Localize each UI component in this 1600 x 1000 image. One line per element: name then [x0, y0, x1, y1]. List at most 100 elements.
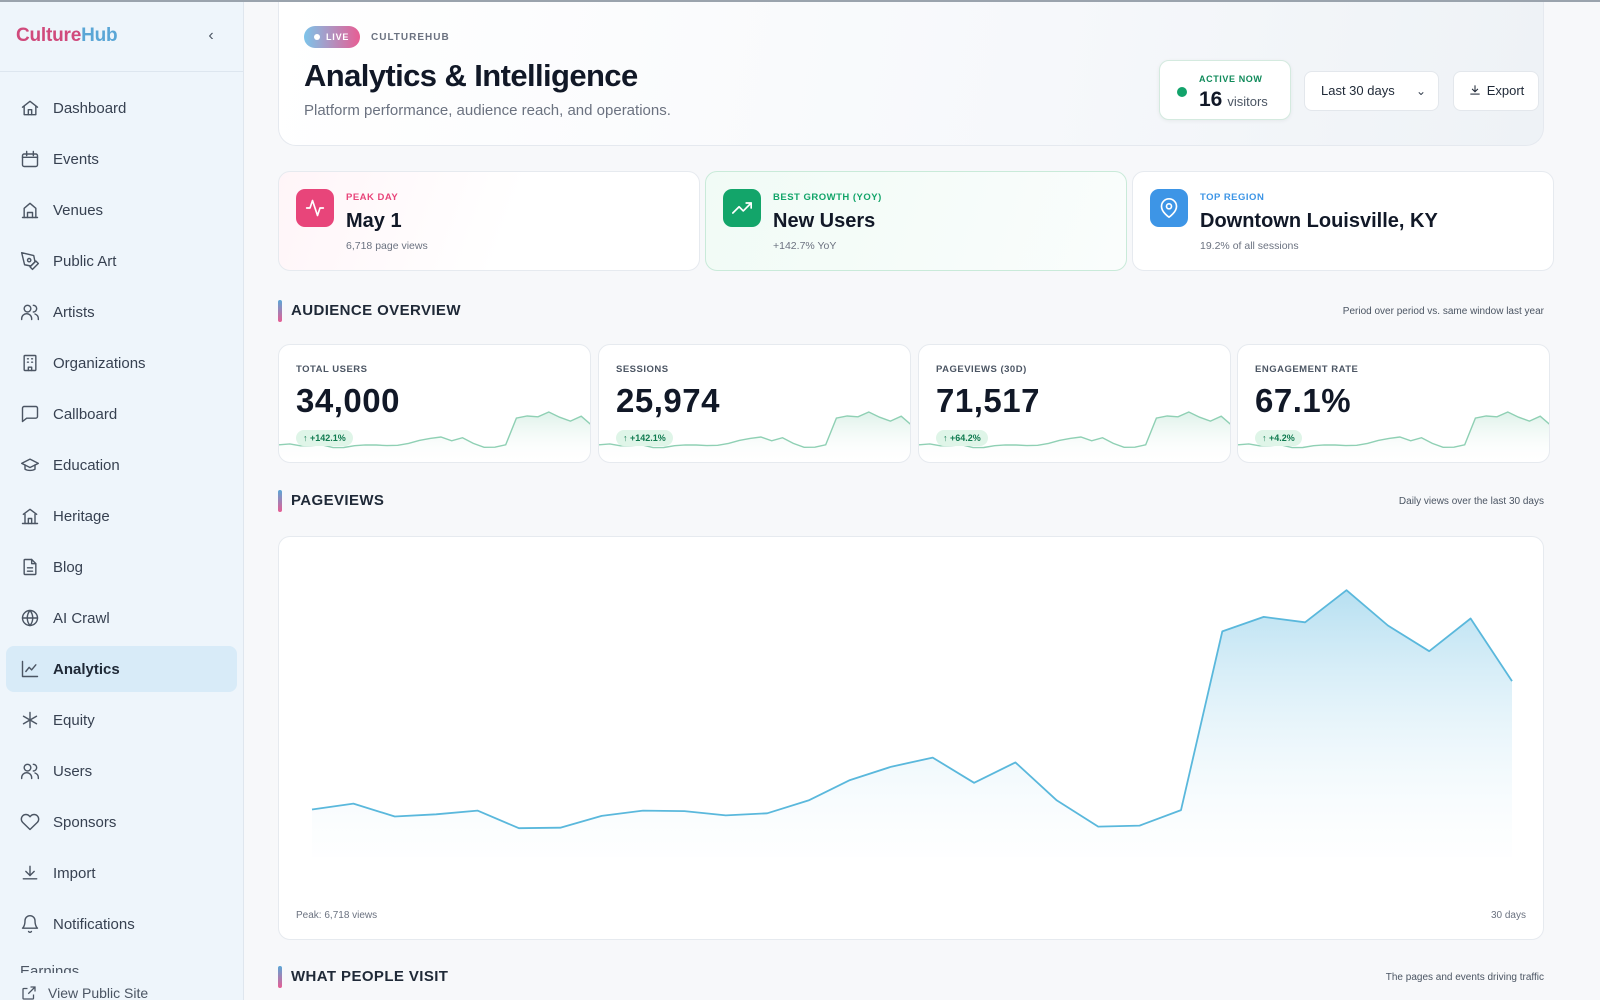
document-icon: [23, 558, 37, 576]
data-point-day-22[interactable]: [1178, 807, 1184, 813]
highlight-card: PEAK DAY May 1 6,718 page views: [278, 171, 700, 271]
pageviews-header: PAGEVIEWS Daily views over the last 30 d…: [278, 490, 1544, 512]
globe-icon: [21, 609, 39, 627]
data-point-day-11[interactable]: [723, 812, 729, 818]
download-icon: [1470, 85, 1480, 95]
data-point-day-24[interactable]: [1261, 614, 1267, 620]
sidebar-item-analytics[interactable]: Analytics: [6, 646, 237, 692]
data-point-day-29[interactable]: [1468, 616, 1474, 622]
sparkline: [279, 411, 590, 462]
chart-span-text: 30 days: [1490, 910, 1526, 921]
data-point-day-20[interactable]: [1095, 824, 1101, 830]
highlight-kicker: PEAK DAY: [346, 192, 399, 203]
data-point-day-5[interactable]: [475, 808, 481, 814]
stat-label: SESSIONS: [616, 364, 669, 375]
sidebar-item-sponsors[interactable]: Sponsors: [6, 799, 237, 845]
data-point-day-8[interactable]: [599, 813, 605, 819]
sidebar-item-organizations[interactable]: Organizations: [6, 340, 237, 386]
sparkline-line: [599, 411, 910, 449]
active-now-label: ACTIVE NOW: [1199, 74, 1263, 84]
view-public-site-link[interactable]: View Public Site: [20, 984, 148, 1000]
sidebar-item-label: Equity: [53, 711, 95, 729]
sidebar: CultureHub ‹ Dashboard Events Venues Public…: [0, 0, 244, 1000]
sidebar-item-label: Sponsors: [53, 813, 117, 831]
sidebar-item-ai-crawl[interactable]: AI Crawl: [6, 595, 237, 641]
live-dot-icon: [314, 34, 320, 40]
data-point-day-9[interactable]: [640, 808, 646, 814]
date-range-value: Last 30 days: [1321, 83, 1395, 98]
sidebar-item-dashboard[interactable]: Dashboard: [6, 85, 237, 131]
sidebar-item-label: Events: [53, 150, 99, 168]
trending-up-icon: [732, 202, 752, 214]
window-top-border: [0, 0, 1600, 2]
sidebar-item-callboard[interactable]: Callboard: [6, 391, 237, 437]
sidebar-item-venues[interactable]: Venues: [6, 187, 237, 233]
sidebar-item-public-art[interactable]: Public Art: [6, 238, 237, 284]
sparkline: [1238, 411, 1549, 462]
sidebar-item-blog[interactable]: Blog: [6, 544, 237, 590]
sparkline-area: [279, 412, 590, 462]
brand-row: CultureHub ‹: [0, 0, 243, 72]
sidebar-item-notifications[interactable]: Notifications: [6, 901, 237, 947]
data-point-day-12[interactable]: [764, 810, 770, 816]
stat-value: 25,974: [616, 382, 720, 419]
live-badge: LIVE: [304, 26, 361, 48]
data-point-day-3[interactable]: [392, 814, 398, 820]
date-range-select[interactable]: Last 30 days ⌄: [1304, 71, 1439, 111]
home-icon: [21, 100, 39, 116]
data-point-day-21[interactable]: [1137, 823, 1143, 829]
data-point-day-27[interactable]: [1385, 623, 1391, 629]
stat-label: PAGEVIEWS (30D): [936, 364, 1027, 375]
sidebar-item-label: Dashboard: [53, 99, 127, 117]
highlight-icon-tile: [296, 189, 334, 227]
page-header: LIVE CULTUREHUB Analytics & Intelligence…: [278, 2, 1544, 146]
data-point-day-26[interactable]: [1344, 587, 1350, 593]
line-chart-icon: [21, 660, 39, 678]
sidebar-item-users[interactable]: Users: [6, 748, 237, 794]
header-eyebrow: CULTUREHUB: [371, 32, 450, 43]
sparkline: [599, 411, 910, 462]
collapse-sidebar-button[interactable]: ‹: [208, 27, 214, 44]
graduation-cap-icon: [20, 458, 40, 472]
brand-logo[interactable]: CultureHub: [16, 25, 118, 47]
data-point-day-23[interactable]: [1219, 628, 1225, 634]
data-point-day-6[interactable]: [516, 825, 522, 831]
sidebar-item-education[interactable]: Education: [6, 442, 237, 488]
data-point-day-30[interactable]: [1509, 678, 1515, 684]
active-now-widget: ACTIVE NOW 16 visitors: [1159, 60, 1291, 120]
data-point-day-1[interactable]: [309, 807, 315, 813]
data-point-day-10[interactable]: [681, 808, 687, 814]
data-point-day-28[interactable]: [1426, 648, 1432, 654]
pageviews-chart[interactable]: [279, 537, 1545, 941]
data-point-day-7[interactable]: [557, 825, 563, 831]
data-point-day-16[interactable]: [930, 755, 936, 761]
data-point-day-18[interactable]: [1012, 759, 1018, 765]
view-public-site-label: View Public Site: [48, 985, 149, 1000]
sidebar-item-equity[interactable]: Equity: [6, 697, 237, 743]
sidebar-item-heritage[interactable]: Heritage: [6, 493, 237, 539]
data-point-day-15[interactable]: [888, 764, 894, 770]
sparkline-line: [1238, 411, 1549, 449]
sparkline: [919, 411, 1230, 462]
sidebar-item-label: Public Art: [53, 252, 117, 270]
sidebar-item-earnings-partial[interactable]: Earnings: [20, 963, 80, 973]
sidebar-item-label: AI Crawl: [53, 609, 110, 627]
stat-label: ENGAGEMENT RATE: [1255, 364, 1359, 375]
sidebar-item-events[interactable]: Events: [6, 136, 237, 182]
data-point-day-13[interactable]: [806, 797, 812, 803]
data-point-day-19[interactable]: [1054, 797, 1060, 803]
section-title: WHAT PEOPLE VISIT: [291, 968, 449, 985]
data-point-day-4[interactable]: [433, 811, 439, 817]
data-point-day-14[interactable]: [847, 777, 853, 783]
stat-delta-badge: ↑ +142.1%: [616, 430, 673, 446]
pageviews-chart-card: Peak: 6,718 views 30 days: [278, 536, 1544, 940]
asterisk-icon: [22, 711, 38, 729]
stat-card: PAGEVIEWS (30D) 71,517 ↑ +64.2%: [918, 344, 1231, 463]
data-point-day-17[interactable]: [971, 780, 977, 786]
data-point-day-25[interactable]: [1302, 619, 1308, 625]
sidebar-item-import[interactable]: Import: [6, 850, 237, 896]
data-point-day-2[interactable]: [350, 801, 356, 807]
sidebar-item-artists[interactable]: Artists: [6, 289, 237, 335]
online-dot-icon: [1177, 87, 1187, 97]
export-button[interactable]: Export: [1453, 71, 1539, 111]
